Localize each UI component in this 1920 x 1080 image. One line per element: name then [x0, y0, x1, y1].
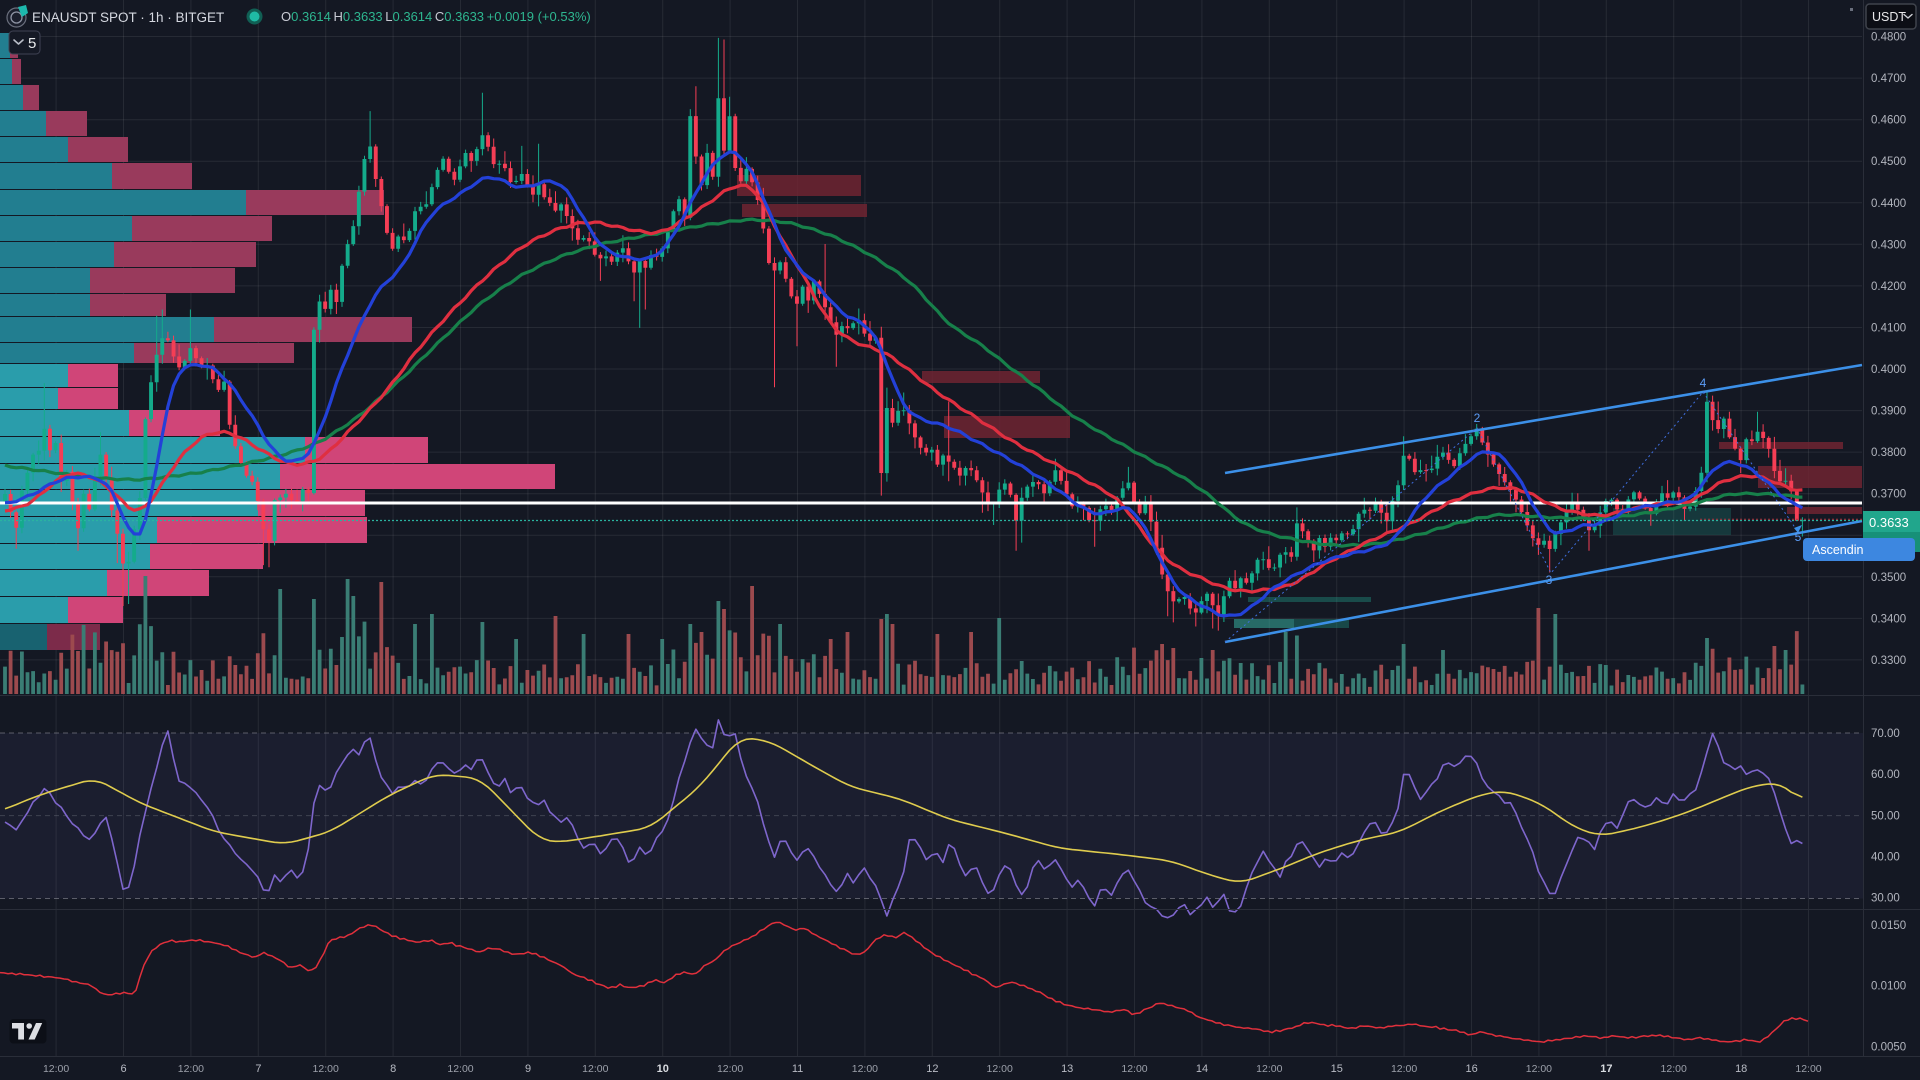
svg-text:12:00: 12:00 [1661, 1063, 1687, 1075]
svg-text:0.3300: 0.3300 [1871, 655, 1906, 667]
svg-text:ENAUSDT SPOT · 1h · BITGET: ENAUSDT SPOT · 1h · BITGET [32, 10, 224, 25]
svg-text:0.4300: 0.4300 [1871, 239, 1906, 251]
svg-text:0.4700: 0.4700 [1871, 73, 1906, 85]
svg-text:12:00: 12:00 [447, 1063, 473, 1075]
svg-text:2: 2 [1474, 411, 1481, 425]
svg-text:9: 9 [525, 1063, 531, 1075]
svg-text:3: 3 [1546, 573, 1553, 587]
svg-text:13: 13 [1061, 1063, 1073, 1075]
svg-text:10: 10 [657, 1063, 669, 1075]
svg-text:15: 15 [1331, 1063, 1343, 1075]
svg-text:11: 11 [792, 1063, 803, 1075]
svg-text:0.0050: 0.0050 [1871, 1041, 1906, 1053]
svg-text:8: 8 [390, 1063, 396, 1075]
svg-text:7: 7 [255, 1063, 261, 1075]
svg-text:0.4500: 0.4500 [1871, 156, 1906, 168]
svg-text:60.00: 60.00 [1871, 769, 1900, 781]
svg-text:O0.3614 H0.3633 L0.3614 C0.363: O0.3614 H0.3633 L0.3614 C0.3633 +0.0019 … [281, 9, 591, 24]
svg-text:30.00: 30.00 [1871, 893, 1900, 905]
svg-text:12:00: 12:00 [582, 1063, 608, 1075]
svg-text:5: 5 [28, 35, 36, 52]
svg-text:5: 5 [1795, 530, 1802, 544]
svg-text:0.4400: 0.4400 [1871, 198, 1906, 210]
svg-text:0.4600: 0.4600 [1871, 115, 1906, 127]
svg-text:12: 12 [926, 1063, 938, 1075]
svg-text:12:00: 12:00 [1526, 1063, 1552, 1075]
svg-text:12:00: 12:00 [1795, 1063, 1821, 1075]
svg-text:18: 18 [1735, 1063, 1747, 1075]
svg-text:12:00: 12:00 [987, 1063, 1013, 1075]
svg-text:USDT: USDT [1872, 10, 1906, 24]
svg-text:12:00: 12:00 [43, 1063, 69, 1075]
svg-text:0.4100: 0.4100 [1871, 323, 1906, 335]
svg-text:50.00: 50.00 [1871, 810, 1900, 822]
svg-text:0.3633: 0.3633 [1869, 515, 1909, 530]
svg-text:12:00: 12:00 [1121, 1063, 1147, 1075]
svg-text:12:00: 12:00 [1256, 1063, 1282, 1075]
svg-text:0.0100: 0.0100 [1871, 981, 1906, 993]
svg-text:12:00: 12:00 [313, 1063, 339, 1075]
svg-text:12:00: 12:00 [1391, 1063, 1417, 1075]
svg-text:12:00: 12:00 [717, 1063, 743, 1075]
svg-text:0.4800: 0.4800 [1871, 32, 1906, 44]
svg-text:0.3400: 0.3400 [1871, 613, 1906, 625]
svg-text:0.0150: 0.0150 [1871, 920, 1906, 932]
svg-text:4: 4 [1700, 376, 1707, 390]
svg-text:17: 17 [1600, 1063, 1612, 1075]
svg-text:0.4200: 0.4200 [1871, 281, 1906, 293]
svg-text:40.00: 40.00 [1871, 852, 1900, 864]
svg-text:12:00: 12:00 [852, 1063, 878, 1075]
svg-text:0.3800: 0.3800 [1871, 447, 1906, 459]
svg-text:0.4000: 0.4000 [1871, 364, 1906, 376]
svg-text:0.3900: 0.3900 [1871, 406, 1906, 418]
svg-text:14: 14 [1196, 1063, 1208, 1075]
svg-text:12:00: 12:00 [178, 1063, 204, 1075]
svg-text:0.3500: 0.3500 [1871, 572, 1906, 584]
svg-text:70.00: 70.00 [1871, 728, 1900, 740]
svg-text:6: 6 [120, 1063, 126, 1075]
svg-text:0.3700: 0.3700 [1871, 489, 1906, 501]
svg-text:16: 16 [1465, 1063, 1477, 1075]
svg-text:Ascendin: Ascendin [1812, 543, 1863, 557]
